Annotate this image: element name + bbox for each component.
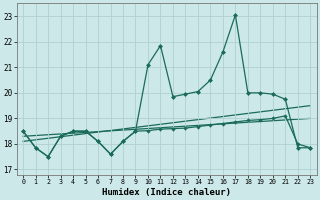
X-axis label: Humidex (Indice chaleur): Humidex (Indice chaleur) (102, 188, 231, 197)
